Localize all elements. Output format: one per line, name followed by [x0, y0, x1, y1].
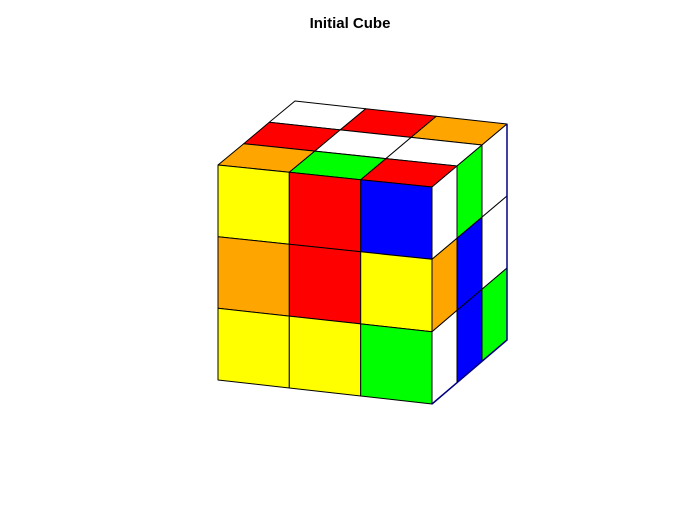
- figure-title: Initial Cube: [309, 15, 391, 32]
- front-sticker-0-0: [217, 164, 290, 245]
- cube-edge-outline: [431, 124, 508, 405]
- top-face: [217, 100, 508, 188]
- front-sticker-0-1: [288, 171, 362, 253]
- front-sticker-1-0: [217, 236, 290, 317]
- front-sticker-2-1: [288, 315, 362, 397]
- front-sticker-1-1: [288, 243, 362, 325]
- right-face: [431, 123, 508, 405]
- front-face: [217, 164, 433, 405]
- front-sticker-0-2: [360, 179, 433, 260]
- front-sticker-1-2: [360, 251, 433, 333]
- front-sticker-2-2: [360, 323, 433, 405]
- front-sticker-2-0: [217, 307, 290, 389]
